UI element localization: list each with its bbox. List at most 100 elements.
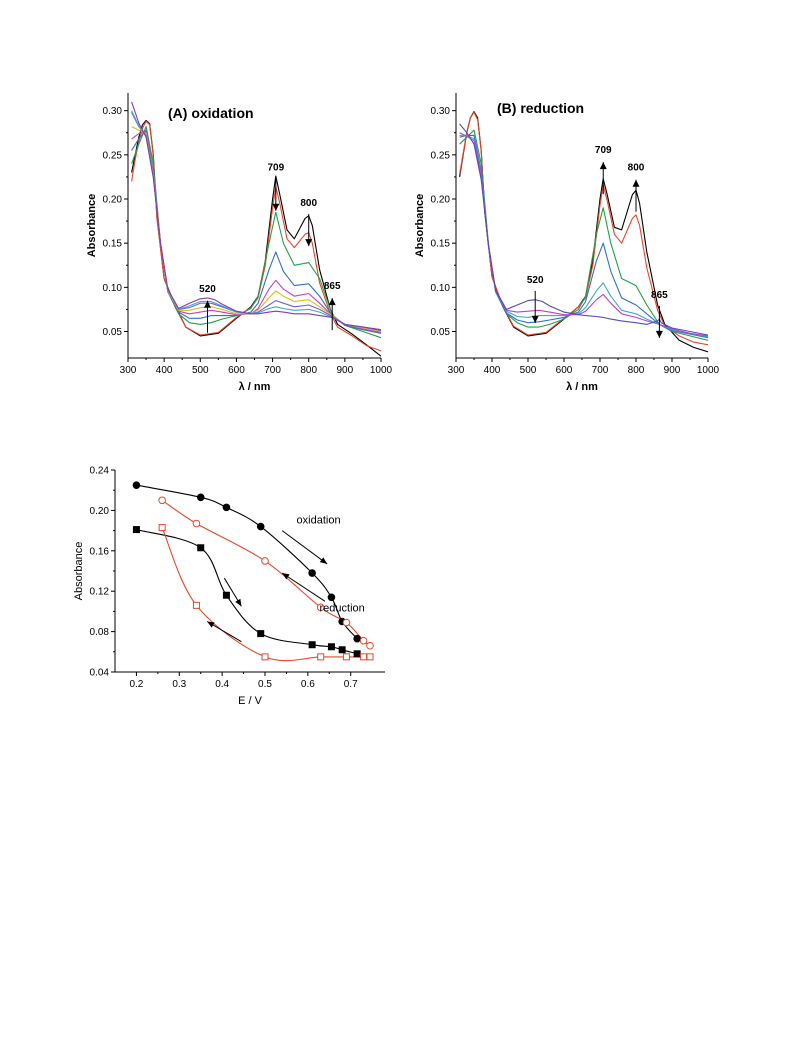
data-point-circle bbox=[342, 618, 351, 627]
y-tick-label: 0.05 bbox=[103, 327, 123, 338]
y-tick-label: 0.20 bbox=[90, 506, 110, 517]
spectrum-line bbox=[131, 120, 381, 352]
y-tick-label: 0.25 bbox=[431, 150, 451, 161]
spectrum-line bbox=[131, 129, 381, 334]
arrow-head bbox=[328, 298, 336, 306]
x-axis-title: λ / nm bbox=[239, 381, 271, 393]
y-tick-label: 0.30 bbox=[103, 106, 123, 117]
data-point-square bbox=[158, 524, 166, 532]
spectrum-line bbox=[131, 112, 381, 332]
data-point-circle bbox=[192, 519, 201, 528]
x-tick-label: 900 bbox=[337, 365, 354, 376]
x-tick-label: 500 bbox=[520, 365, 537, 376]
data-point-square bbox=[338, 646, 346, 654]
panel-b-reduction-spectra: 300 400 500 600 700 800 900 1000 0.05 0.10 0.15 0.2… bbox=[414, 93, 720, 393]
y-axis-title: Absorbance bbox=[86, 194, 98, 258]
peak-label: 709 bbox=[595, 145, 612, 156]
x-tick-label: 0.2 bbox=[129, 679, 143, 690]
arrow-head bbox=[531, 315, 539, 323]
arrow-head bbox=[599, 162, 607, 170]
y-tick-label: 0.05 bbox=[431, 327, 451, 338]
x-tick-label: 0.4 bbox=[215, 679, 229, 690]
y-tick-label: 0.04 bbox=[90, 668, 110, 679]
data-point-square bbox=[353, 650, 361, 658]
data-point-square bbox=[327, 643, 335, 651]
direction-arrow-head bbox=[235, 598, 242, 607]
curve-label: oxidation bbox=[297, 515, 341, 527]
y-tick-label: 0.15 bbox=[431, 239, 451, 250]
data-point-circle bbox=[308, 569, 316, 577]
data-point-square bbox=[132, 526, 140, 534]
peak-label: 865 bbox=[651, 290, 668, 301]
x-axis-title: E / V bbox=[238, 695, 263, 707]
y-tick-label: 0.15 bbox=[103, 239, 123, 250]
peak-label: 709 bbox=[267, 163, 284, 174]
x-tick-label: 600 bbox=[228, 365, 245, 376]
spectrum-line bbox=[459, 123, 708, 336]
data-point-square bbox=[261, 653, 269, 661]
panel-a-oxidation-spectra: 300 400 500 600 700 800 900 1000 0.05 0.10 0.15 0.2… bbox=[86, 93, 393, 393]
x-tick-label: 700 bbox=[592, 365, 609, 376]
x-tick-label: 800 bbox=[628, 365, 645, 376]
data-point-circle bbox=[261, 557, 269, 565]
x-tick-label: 0.3 bbox=[172, 679, 186, 690]
plot-area bbox=[459, 111, 708, 353]
data-point-circle bbox=[327, 593, 336, 602]
x-tick-label: 300 bbox=[448, 365, 465, 376]
peak-label: 800 bbox=[300, 198, 317, 209]
data-point-circle bbox=[359, 636, 368, 645]
y-tick-label: 0.08 bbox=[90, 627, 110, 638]
data-point-circle bbox=[366, 641, 374, 650]
data-point-circle bbox=[196, 493, 205, 502]
arrow-head bbox=[305, 239, 313, 247]
data-point-circle bbox=[353, 634, 361, 643]
fit-curve bbox=[161, 527, 370, 662]
plot-area bbox=[131, 101, 381, 357]
spectrum-line bbox=[131, 110, 381, 331]
spectrum-line bbox=[131, 119, 381, 357]
direction-arrow-head bbox=[319, 557, 328, 564]
spectrum-line bbox=[459, 134, 708, 339]
data-point-square bbox=[342, 653, 350, 661]
x-tick-label: 800 bbox=[300, 365, 317, 376]
peak-label: 865 bbox=[324, 281, 341, 292]
arrow-head bbox=[204, 300, 212, 308]
panel-title: (B) reduction bbox=[497, 100, 584, 116]
data-point-circle bbox=[222, 503, 231, 512]
spectrum-line bbox=[459, 111, 708, 346]
data-point-circle bbox=[158, 496, 166, 505]
spectrum-line bbox=[459, 134, 708, 338]
y-tick-label: 0.10 bbox=[103, 283, 123, 294]
data-point-square bbox=[360, 653, 368, 661]
arrow-head bbox=[655, 330, 663, 338]
direction-arrow-head bbox=[207, 621, 215, 628]
y-axis-title: Absorbance bbox=[414, 194, 426, 258]
panel-c-absorbance-vs-potential: 0.2 0.3 0.4 0.5 0.6 0.7 0.04 0.08 0.12 0.16 0.20 0.… bbox=[73, 466, 385, 707]
direction-arrow-shaft bbox=[281, 572, 326, 602]
y-tick-label: 0.20 bbox=[103, 195, 123, 206]
spectrum-line bbox=[131, 131, 381, 333]
y-tick-label: 0.10 bbox=[431, 283, 451, 294]
y-tick-label: 0.24 bbox=[90, 466, 110, 477]
peak-label: 800 bbox=[628, 163, 645, 174]
spectrum-line bbox=[131, 101, 381, 331]
x-tick-label: 900 bbox=[664, 365, 681, 376]
y-tick-label: 0.25 bbox=[103, 150, 123, 161]
y-tick-label: 0.30 bbox=[431, 106, 451, 117]
data-point-square bbox=[366, 653, 374, 661]
data-point-square bbox=[257, 630, 265, 638]
direction-arrow-shaft bbox=[281, 530, 328, 565]
panel-title: (A) oxidation bbox=[168, 105, 254, 121]
data-point-square bbox=[222, 591, 230, 599]
peak-label: 520 bbox=[527, 275, 544, 286]
arrow-head bbox=[632, 179, 640, 187]
x-tick-label: 0.5 bbox=[258, 679, 272, 690]
y-tick-label: 0.16 bbox=[90, 546, 110, 557]
x-tick-label: 500 bbox=[192, 365, 209, 376]
y-tick-label: 0.20 bbox=[431, 195, 451, 206]
x-tick-label: 300 bbox=[120, 365, 137, 376]
x-tick-label: 400 bbox=[156, 365, 173, 376]
data-point-circle bbox=[256, 522, 265, 531]
plot-area bbox=[136, 484, 371, 662]
